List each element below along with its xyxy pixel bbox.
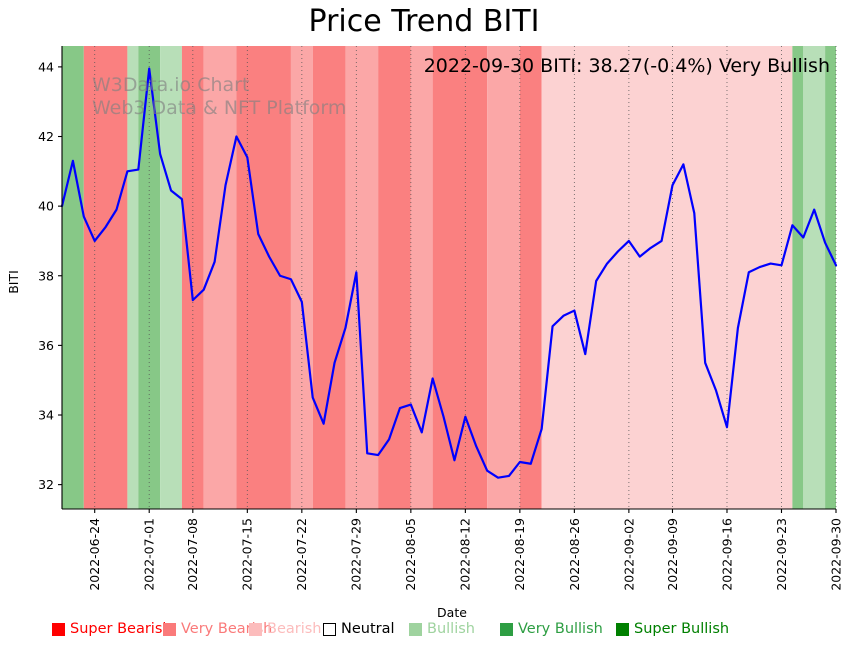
sentiment-band	[160, 46, 182, 509]
sentiment-legend: Super Bearish Very Bearish Bearish Neutral B…	[0, 618, 848, 642]
legend-entry[interactable]: Neutral	[323, 618, 395, 640]
y-tick-label: 32	[38, 477, 54, 492]
sentiment-band	[181, 46, 204, 509]
x-tick-label: 2022-07-01	[142, 518, 157, 591]
sentiment-band	[803, 46, 826, 509]
chart-title: Price Trend BITI	[308, 4, 540, 39]
sentiment-band	[519, 46, 542, 509]
x-tick-label: 2022-09-16	[719, 518, 734, 591]
legend-label: Very Bullish	[518, 620, 603, 637]
legend-entry[interactable]: Very Bullish	[500, 618, 603, 640]
sentiment-band	[312, 46, 346, 509]
legend-entry[interactable]: Bullish	[409, 618, 475, 640]
x-tick-label: 2022-07-29	[349, 518, 364, 591]
legend-swatch	[249, 622, 262, 636]
legend-swatch	[616, 622, 629, 636]
x-tick-label: 2022-08-26	[567, 518, 582, 591]
y-tick-label: 44	[38, 59, 54, 74]
sentiment-band	[541, 46, 793, 509]
legend-swatch	[409, 622, 422, 636]
sentiment-band	[825, 46, 836, 509]
x-tick-label: 2022-09-09	[665, 518, 680, 591]
watermark-line-2: Web3 Data & NFT Platform	[92, 97, 346, 119]
y-tick-label: 34	[38, 408, 54, 423]
sentiment-band	[378, 46, 411, 509]
y-axis-ticks: 32 34 36 38 40 42 44	[38, 59, 62, 492]
watermark-line-1: W3Data.io Chart	[92, 74, 249, 96]
x-axis-title: Date	[437, 605, 467, 620]
legend-entry[interactable]: Super Bearish	[52, 618, 172, 640]
sentiment-band	[432, 46, 488, 509]
sentiment-band	[487, 46, 520, 509]
legend-entry[interactable]: Bearish	[249, 618, 322, 640]
x-tick-label: 2022-07-15	[240, 518, 255, 591]
legend-label: Neutral	[341, 620, 395, 637]
x-tick-label: 2022-07-22	[294, 518, 309, 591]
legend-label: Super Bullish	[634, 620, 730, 637]
legend-swatch	[52, 622, 65, 636]
legend-label: Bullish	[427, 620, 475, 637]
y-tick-label: 40	[38, 199, 54, 214]
x-tick-label: 2022-08-05	[403, 518, 418, 591]
legend-entry[interactable]: Super Bullish	[616, 618, 729, 640]
legend-label: Super Bearish	[70, 620, 172, 637]
sentiment-band	[345, 46, 379, 509]
latest-value-annotation: 2022-09-30 BITI: 38.27(-0.4%) Very Bulli…	[424, 55, 830, 77]
y-tick-label: 38	[38, 268, 54, 283]
axes	[61, 46, 836, 510]
legend-swatch	[163, 622, 176, 636]
x-tick-label: 2022-08-12	[458, 518, 473, 591]
sentiment-band	[290, 46, 313, 509]
x-tick-label: 2022-08-19	[512, 518, 527, 591]
sentiment-band	[410, 46, 433, 509]
sentiment-background-bands	[62, 46, 836, 509]
sentiment-band	[127, 46, 139, 509]
x-tick-label: 2022-07-08	[185, 518, 200, 591]
price-line-series	[60, 67, 838, 479]
sentiment-band	[792, 46, 804, 509]
sentiment-band	[236, 46, 291, 509]
legend-swatch	[323, 622, 336, 636]
x-tick-label: 2022-09-30	[828, 518, 843, 591]
y-tick-label: 36	[38, 338, 54, 353]
x-tick-label: 2022-09-23	[774, 518, 789, 591]
x-tick-label: 2022-09-02	[621, 518, 636, 591]
sentiment-band	[83, 46, 128, 509]
x-axis-ticks: 2022-06-24 2022-07-01 2022-07-08 2022-07-15…	[87, 509, 843, 591]
y-tick-label: 42	[38, 129, 54, 144]
legend-label: Bearish	[267, 620, 322, 637]
price-line	[60, 67, 838, 479]
sentiment-band	[62, 46, 84, 509]
x-tick-label: 2022-06-24	[87, 518, 102, 591]
legend-swatch	[500, 622, 513, 636]
y-axis-title: BITI	[6, 270, 21, 294]
sentiment-band	[138, 46, 161, 509]
